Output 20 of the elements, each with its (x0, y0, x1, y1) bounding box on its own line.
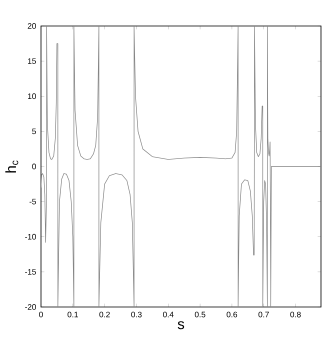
x-axis-title: s (178, 321, 184, 330)
x-tick-label: 0.1 (68, 312, 78, 318)
y-tick-label: -5 (30, 198, 36, 204)
y-tick-label: 0 (32, 164, 36, 170)
x-tick-label: 0.8 (290, 312, 301, 318)
x-tick-label: 0 (39, 312, 43, 318)
y-tick-label: -15 (25, 269, 36, 275)
y-tick-label: 15 (28, 58, 36, 64)
y-tick-label: 5 (32, 128, 36, 134)
x-tick-label: 0.4 (163, 312, 174, 318)
y-tick-label: 10 (28, 93, 36, 100)
y-tick-label: 20 (28, 23, 36, 29)
x-tick-label: 0.5 (194, 312, 206, 318)
x-tick-label: 0.6 (226, 312, 238, 318)
x-tick-label: 0.2 (99, 312, 110, 318)
y-tick-label: -20 (25, 304, 36, 310)
y-axis-title: h$_{c}$ (5, 160, 18, 172)
y-tick-label: -10 (25, 234, 36, 240)
x-tick-label: 0.7 (258, 312, 269, 318)
x-tick-label: 0.3 (131, 312, 142, 318)
